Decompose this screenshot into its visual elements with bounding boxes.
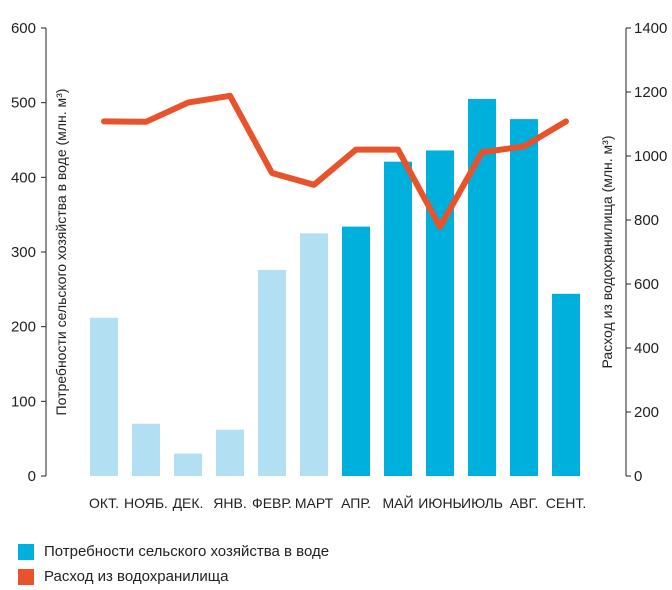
legend-label-bars: Потребности сельского хозяйства в воде (44, 543, 330, 560)
legend-label-line: Расход из водохранилища (44, 568, 229, 585)
bar-1 (90, 317, 118, 476)
bar-12 (552, 293, 580, 476)
bar-9 (426, 150, 454, 476)
legend-swatch-line (18, 568, 34, 585)
bar-5 (258, 269, 286, 476)
category-label: АПР. (341, 495, 371, 511)
category-label: ОКТ. (89, 495, 119, 511)
axes (45, 28, 627, 476)
left-tick-label: 600 (11, 20, 36, 37)
left-tick-label: 200 (11, 319, 36, 336)
bar-3 (174, 453, 202, 476)
category-label: ФЕВР. (252, 495, 292, 511)
right-tick-label: 1200 (634, 84, 667, 101)
bar-2 (132, 423, 160, 476)
category-label: НОЯБ. (124, 495, 168, 511)
left-tick-label: 0 (28, 468, 36, 485)
bar-4 (216, 429, 244, 476)
category-label: СЕНТ. (546, 495, 586, 511)
category-labels: ОКТ. НОЯБ. ДЕК. ЯНВ. ФЕВР. МАРТ АПР. МАЙ ИЮНЬ ИЮЛ… (89, 494, 586, 511)
left-tick-label: 400 (11, 169, 36, 186)
legend-item-bars: Потребности сельского хозяйства в воде (18, 543, 329, 560)
left-tick-label: 300 (11, 244, 36, 261)
bar-10 (468, 98, 496, 476)
category-label: ДЕК. (173, 495, 204, 511)
legend-swatch-bars (18, 543, 34, 560)
category-label: ИЮЛЬ (461, 495, 503, 511)
right-tick-label: 1400 (634, 20, 667, 37)
line-layer (101, 92, 569, 230)
reservoir-release-line (101, 92, 569, 230)
category-label: ЯНВ. (213, 495, 246, 511)
left-tick-label: 100 (11, 393, 36, 410)
left-axis-label: Потребности сельского хозяйства в воде (… (53, 89, 69, 416)
bars (90, 98, 580, 477)
right-tick-label: 200 (634, 404, 659, 421)
category-label: МАРТ (295, 495, 334, 511)
legend-item-line: Расход из водохранилища (18, 568, 228, 585)
right-tick-label: 400 (634, 340, 659, 357)
bar-11 (510, 119, 538, 477)
right-tick-label: 800 (634, 212, 659, 229)
category-label: АВГ. (510, 495, 538, 511)
bar-6 (300, 233, 328, 476)
bar-7 (342, 226, 370, 476)
right-axis-label: Расход из водохранилища (млн. м³) (599, 136, 615, 369)
right-tick-label: 0 (634, 468, 642, 485)
left-tick-label: 500 (11, 95, 36, 112)
right-tick-label: 600 (634, 276, 659, 293)
category-label: МАЙ (382, 494, 413, 511)
bar-8 (384, 161, 412, 477)
right-ticks: 0 200 400 600 800 1000 1200 1400 (626, 20, 667, 485)
category-label: ИЮНЬ (418, 495, 462, 511)
right-tick-label: 1000 (634, 148, 667, 165)
left-ticks: 0 100 200 300 400 500 600 (11, 20, 46, 485)
